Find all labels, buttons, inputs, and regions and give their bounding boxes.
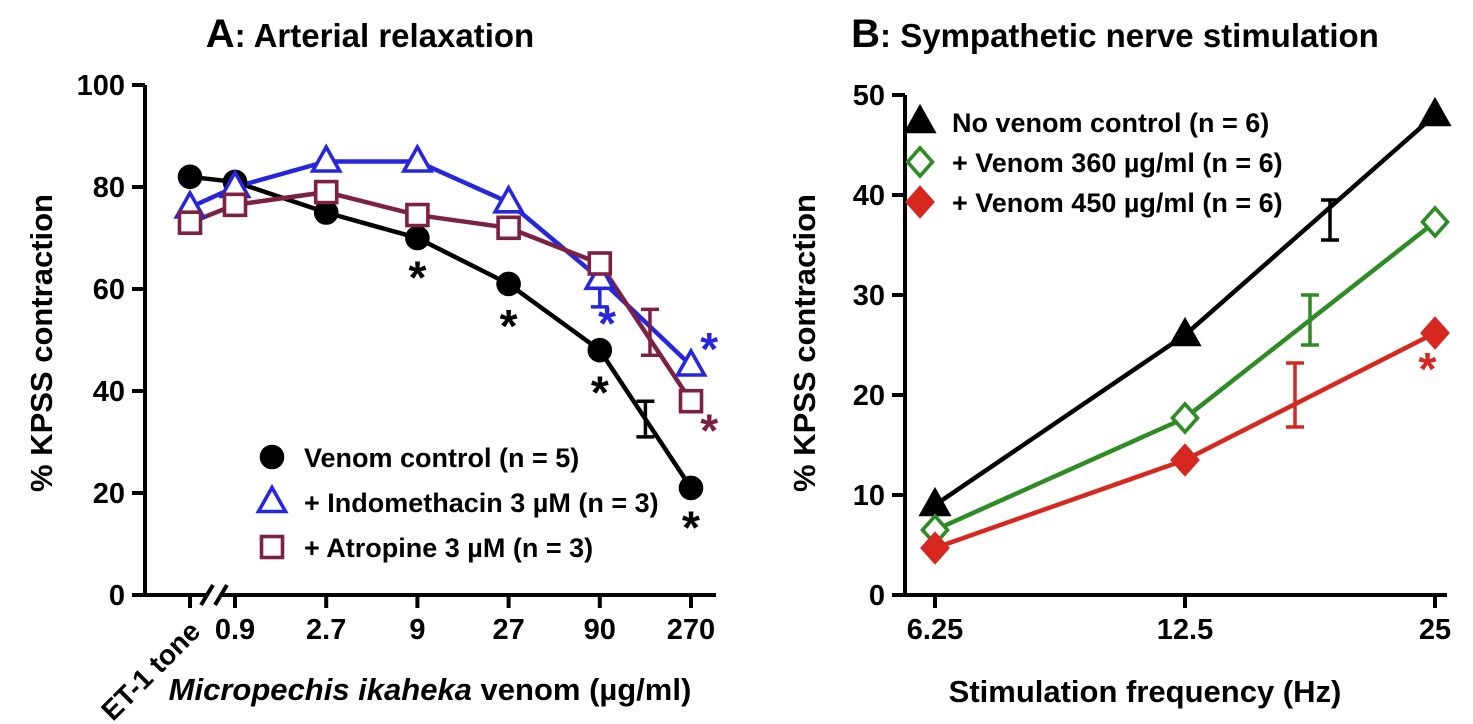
svg-text:9: 9 xyxy=(409,614,425,646)
panel-b-title: B: Sympathetic nerve stimulation xyxy=(770,12,1460,57)
svg-text:+ Atropine 3 µM (n = 3): + Atropine 3 µM (n = 3) xyxy=(304,533,593,563)
svg-text:*: * xyxy=(598,298,616,350)
svg-text:+ Venom 360 µg/ml (n = 6): + Venom 360 µg/ml (n = 6) xyxy=(952,148,1283,178)
svg-text:0: 0 xyxy=(109,580,125,612)
panel-b-title-text: : Sympathetic nerve stimulation xyxy=(880,17,1379,54)
svg-text:50: 50 xyxy=(853,80,885,112)
panel-b-chart: 0 10 20 30 40 50 6.25 12.5 25 * No venom control (… xyxy=(853,80,1452,646)
panel-a-x-axis-label-rest: venom (µg/ml) xyxy=(471,672,692,707)
svg-text:90: 90 xyxy=(584,614,616,646)
svg-text:*: * xyxy=(700,405,718,457)
panel-b-x-axis-label: Stimulation frequency (Hz) xyxy=(865,674,1425,710)
svg-text:+ Indomethacin 3 µM (n = 3): + Indomethacin 3 µM (n = 3) xyxy=(304,488,659,518)
svg-text:*: * xyxy=(408,252,426,304)
panel-a-x-axis-label: Micropechis ikaheka venom (µg/ml) xyxy=(150,672,710,708)
panel-a-x-axis-label-species: Micropechis ikaheka xyxy=(168,672,472,707)
panel-b-title-letter: B xyxy=(851,12,881,56)
svg-text:20: 20 xyxy=(93,478,125,510)
svg-text:0.9: 0.9 xyxy=(215,614,255,646)
svg-text:27: 27 xyxy=(492,614,524,646)
svg-text:270: 270 xyxy=(667,614,715,646)
svg-text:100: 100 xyxy=(77,70,125,102)
svg-text:No venom control (n = 6): No venom control (n = 6) xyxy=(952,108,1269,138)
svg-text:30: 30 xyxy=(853,280,885,312)
svg-text:ET-1 tone: ET-1 tone xyxy=(95,615,206,724)
svg-text:6.25: 6.25 xyxy=(907,614,963,646)
panel-a-title: A: Arterial relaxation xyxy=(90,12,650,57)
svg-text:12.5: 12.5 xyxy=(1157,614,1213,646)
svg-text:60: 60 xyxy=(93,274,125,306)
svg-text:40: 40 xyxy=(853,180,885,212)
panel-b-x-axis-label-text: Stimulation frequency (Hz) xyxy=(948,674,1342,709)
svg-text:*: * xyxy=(591,366,609,418)
svg-text:10: 10 xyxy=(853,480,885,512)
svg-text:20: 20 xyxy=(853,380,885,412)
svg-text:0: 0 xyxy=(869,580,885,612)
svg-text:*: * xyxy=(1419,343,1437,395)
svg-text:Venom control (n = 5): Venom control (n = 5) xyxy=(304,443,579,473)
svg-text:*: * xyxy=(500,300,518,352)
svg-text:*: * xyxy=(682,502,700,554)
svg-text:25: 25 xyxy=(1419,614,1451,646)
svg-text:+ Venom 450 µg/ml (n = 6): + Venom 450 µg/ml (n = 6) xyxy=(952,188,1283,218)
svg-text:*: * xyxy=(700,323,718,375)
svg-text:80: 80 xyxy=(93,172,125,204)
svg-text:2.7: 2.7 xyxy=(306,614,346,646)
panel-a-title-letter: A xyxy=(205,12,235,56)
svg-text:40: 40 xyxy=(93,376,125,408)
panel-a-title-text: : Arterial relaxation xyxy=(234,17,535,54)
